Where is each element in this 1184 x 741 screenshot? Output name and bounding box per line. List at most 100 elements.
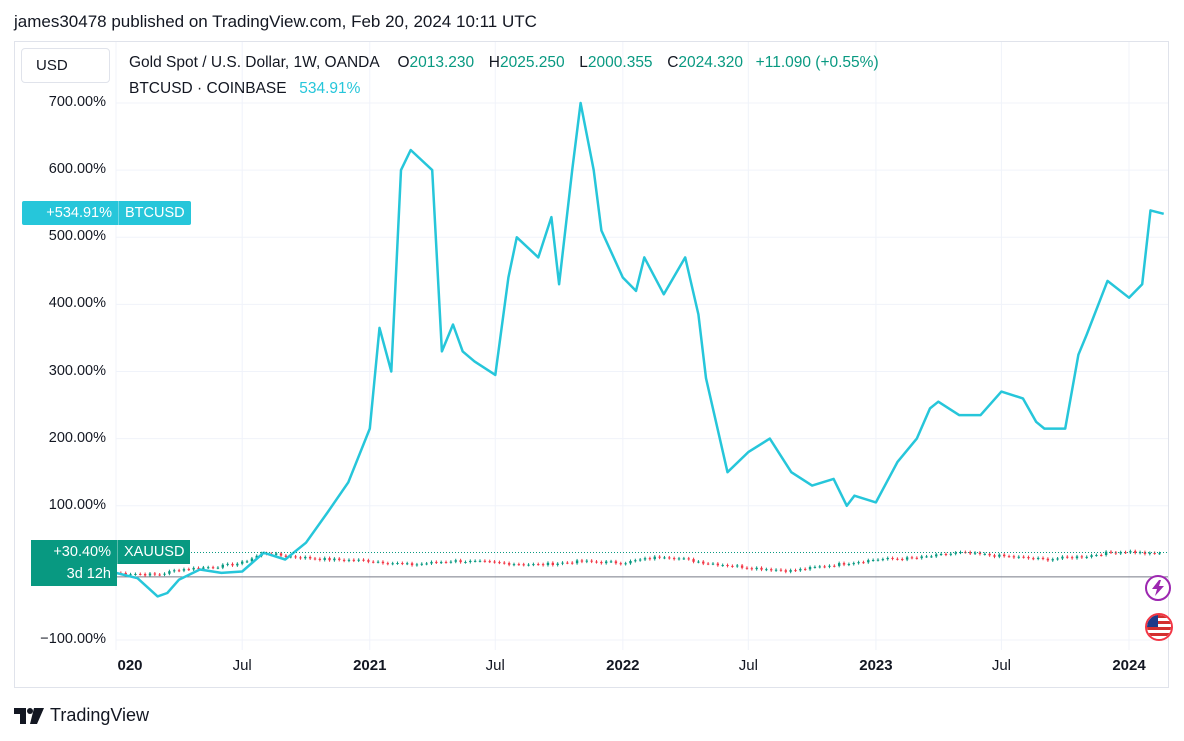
candle-body: [439, 562, 443, 564]
candle-body: [338, 558, 341, 560]
candle-body: [153, 573, 157, 575]
xau-price-badge: +30.40% XAUUSD 3d 12h: [31, 540, 191, 586]
candle-body: [1046, 558, 1050, 561]
candle-body: [415, 564, 419, 566]
candle-body: [1027, 557, 1030, 559]
y-tick-label: 300.00%: [48, 362, 106, 379]
lightning-icon[interactable]: [1145, 575, 1171, 601]
main-legend[interactable]: Gold Spot / U.S. Dollar, 1W, OANDA O2013…: [129, 54, 879, 72]
candle-body: [658, 556, 661, 558]
countdown-label: 3d 12h: [31, 564, 117, 586]
y-tick-label: 400.00%: [48, 295, 106, 312]
candle-body: [503, 562, 506, 564]
y-tick-label: 700.00%: [48, 94, 106, 110]
candle-body: [590, 560, 593, 562]
candle-body: [537, 564, 540, 566]
candle-body: [794, 570, 797, 572]
close-label: C: [667, 54, 679, 71]
candle-body: [663, 557, 666, 559]
candle-body: [250, 558, 254, 562]
us-flag-icon[interactable]: [1145, 613, 1173, 641]
candle-body: [163, 573, 166, 575]
candle-body: [571, 562, 574, 564]
candle-body: [954, 552, 957, 554]
candle-body: [318, 558, 322, 560]
candle-body: [575, 560, 579, 564]
candle-body: [1138, 552, 1142, 554]
candle-body: [1061, 556, 1064, 559]
candle-body: [1085, 556, 1088, 558]
candle-body: [891, 557, 894, 559]
candle-body: [925, 556, 928, 558]
candle-body: [876, 559, 880, 561]
candle-body: [556, 563, 559, 565]
candle-body: [512, 564, 516, 566]
candle-body: [294, 556, 297, 558]
candle-body: [372, 561, 375, 563]
candle-body: [566, 562, 569, 564]
candle-body: [638, 559, 642, 561]
candle-body: [736, 565, 739, 567]
candle-body: [745, 567, 749, 569]
candle-body: [410, 563, 414, 566]
series-lines: [115, 101, 1168, 598]
candle-body: [983, 553, 986, 555]
x-tick-label: Jul: [232, 657, 252, 674]
compare-legend[interactable]: BTCUSD · COINBASE 534.91%: [129, 80, 360, 98]
candle-body: [585, 560, 588, 562]
candle-body: [740, 565, 744, 568]
candle-body: [527, 564, 530, 566]
candle-body: [808, 567, 812, 570]
candle-body: [376, 561, 380, 563]
candle-body: [857, 562, 860, 564]
candle-body: [231, 563, 234, 566]
btcusd-line[interactable]: [115, 101, 1165, 598]
candle-body: [988, 553, 991, 556]
candle-body: [546, 562, 550, 566]
candle-body: [1124, 552, 1127, 554]
candle-body: [973, 552, 977, 554]
x-tick-label: Jul: [738, 657, 758, 674]
candle-body: [488, 561, 491, 563]
candle-body: [818, 566, 821, 568]
candle-body: [813, 566, 817, 568]
candle-body: [580, 560, 584, 562]
candle-body: [993, 555, 996, 557]
high-label: H: [488, 54, 500, 71]
candle-body: [406, 563, 409, 565]
candle-body: [522, 564, 525, 566]
candle-body: [595, 561, 598, 563]
candle-body: [847, 564, 851, 566]
tradingview-brand[interactable]: TradingView: [14, 705, 149, 726]
y-tick-label: 600.00%: [48, 161, 106, 178]
candle-body: [1134, 551, 1137, 553]
candle-body: [1036, 557, 1040, 559]
gridlines: [115, 42, 1168, 650]
candle-body: [614, 561, 618, 564]
candle-body: [173, 570, 176, 572]
candle-body: [328, 558, 331, 561]
candle-body: [352, 559, 356, 561]
candle-body: [901, 558, 904, 560]
y-tick-label: 200.00%: [48, 429, 106, 446]
candle-body: [551, 562, 555, 565]
candle-body: [1114, 552, 1118, 554]
candle-body: [454, 560, 457, 562]
currency-button[interactable]: USD: [21, 48, 110, 83]
candle-body: [935, 554, 938, 557]
candle-body: [279, 553, 283, 556]
candle-body: [1129, 551, 1132, 553]
candle-body: [619, 563, 622, 565]
candle-body: [367, 560, 370, 562]
candle-body: [944, 553, 948, 555]
candle-body: [449, 561, 453, 563]
candle-body: [765, 569, 768, 571]
candle-body: [910, 557, 914, 559]
candle-body: [177, 570, 181, 572]
candle-body: [168, 571, 171, 574]
candle-body: [1032, 558, 1035, 560]
candle-body: [600, 562, 603, 564]
compare-symbol: BTCUSD · COINBASE: [129, 80, 287, 97]
candle-body: [493, 561, 496, 563]
